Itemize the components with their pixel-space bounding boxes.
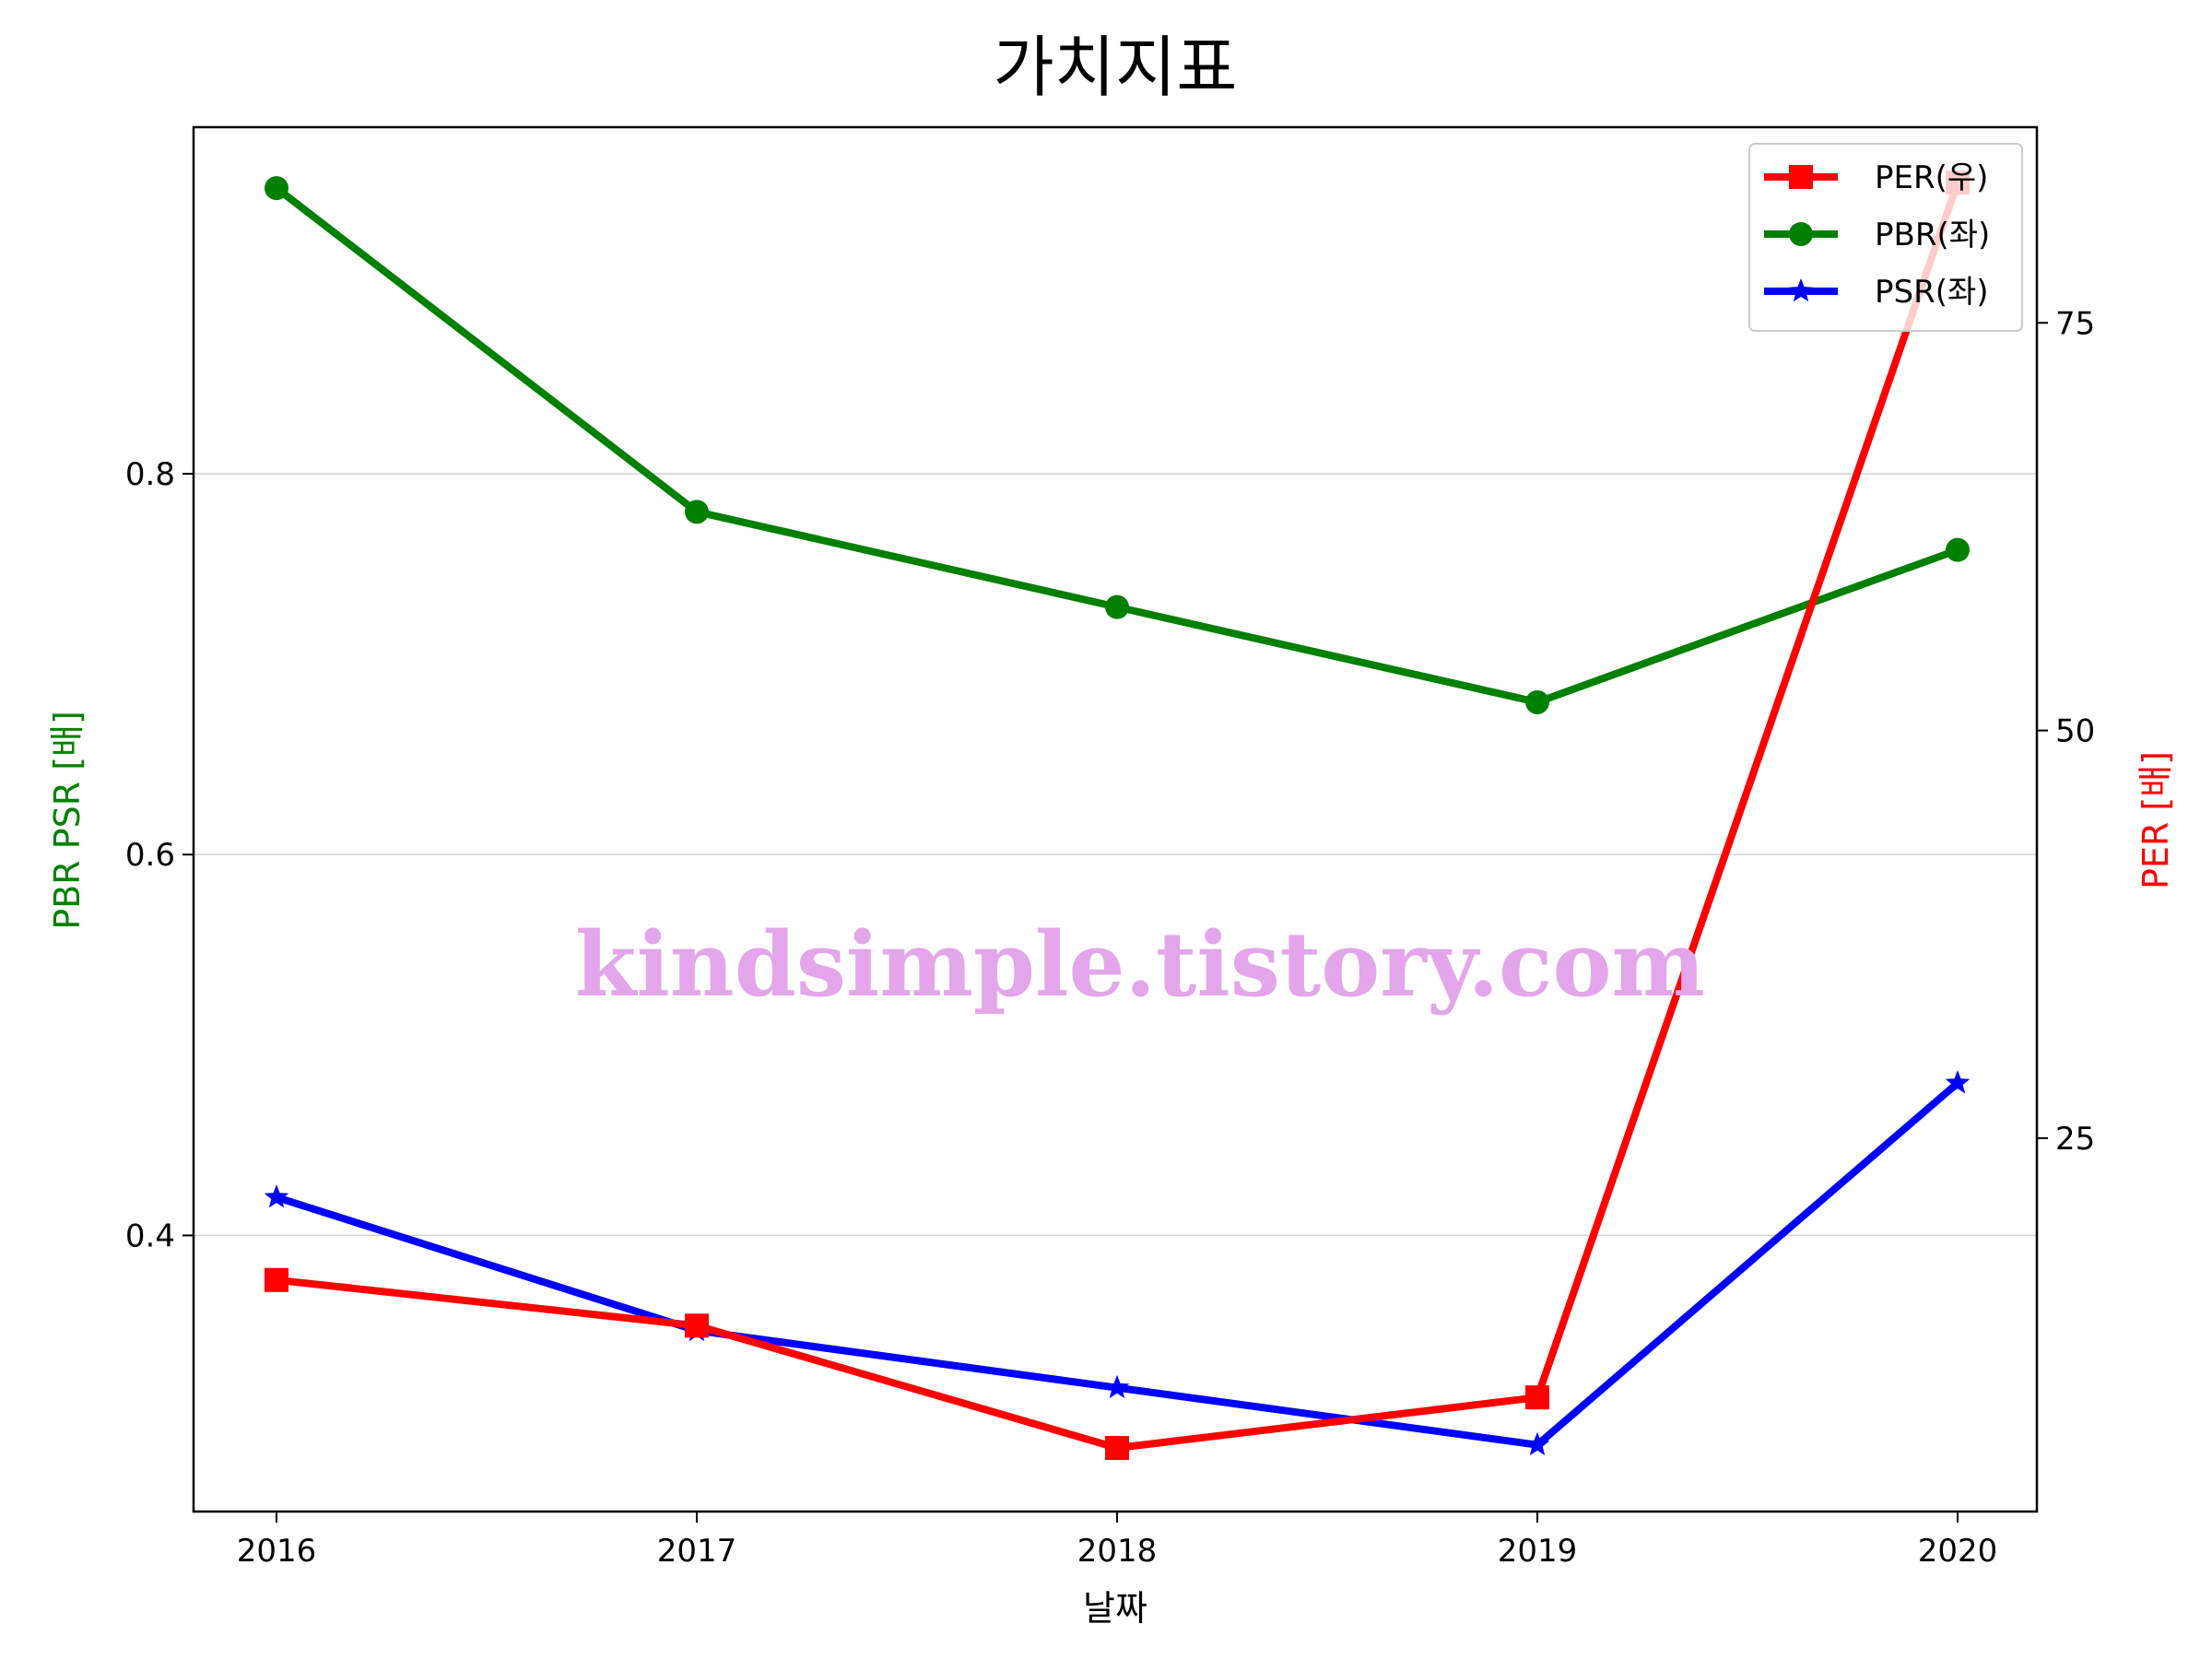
- right-tick-label: 50: [2055, 713, 2095, 750]
- legend-label-per: PER(우): [1875, 159, 1988, 196]
- psr-point: [264, 1184, 289, 1208]
- x-tick-label: 2019: [1498, 1533, 1578, 1570]
- pbr-point: [1525, 689, 1549, 714]
- per-point: [1105, 1436, 1129, 1461]
- pbr-point: [685, 500, 709, 524]
- axis-ticks: 0.4 0.6 0.8 25 50 75 2016 2017 2018 2019 2020: [125, 305, 2095, 1570]
- left-tick-label: 0.8: [125, 456, 175, 493]
- right-axis-label: PER [배]: [2136, 751, 2176, 889]
- x-axis-label: 날짜: [1083, 1588, 1147, 1629]
- watermark: kindsimple.tistory.com: [575, 912, 1705, 1017]
- series-layer: [264, 171, 1971, 1461]
- left-tick-label: 0.6: [125, 837, 175, 874]
- per-point: [685, 1313, 709, 1338]
- per-point: [265, 1267, 288, 1292]
- legend-label-psr: PSR(좌): [1875, 274, 1989, 311]
- right-tick-label: 25: [2055, 1121, 2095, 1158]
- pbr-point: [1946, 537, 1970, 562]
- left-axis-label: PBR PSR [배]: [47, 711, 88, 930]
- left-tick-label: 0.4: [125, 1218, 175, 1254]
- chart-title: 가치지표: [994, 29, 1238, 106]
- x-tick-label: 2020: [1918, 1533, 1998, 1570]
- psr-point: [1945, 1070, 1971, 1094]
- pbr-point: [265, 176, 288, 201]
- psr-point: [1524, 1431, 1550, 1455]
- per-series-line: [276, 181, 1961, 1452]
- psr-point: [1104, 1374, 1130, 1398]
- legend-marker-pbr: [1789, 222, 1813, 246]
- x-tick-label: 2017: [657, 1533, 737, 1570]
- pbr-series-line: [274, 184, 1959, 706]
- per-point: [1525, 1385, 1549, 1410]
- grid-lines: [194, 473, 2037, 1237]
- x-tick-label: 2016: [237, 1533, 317, 1570]
- legend-marker-psr: [1788, 278, 1814, 302]
- legend-label-pbr: PBR(좌): [1875, 217, 1990, 253]
- x-tick-label: 2018: [1077, 1533, 1158, 1570]
- legend-box: [1748, 143, 2023, 332]
- pbr-point: [1105, 594, 1129, 619]
- legend-marker-per: [1789, 165, 1813, 189]
- legend: PER(우) PBR(좌) PSR(좌): [1748, 143, 2023, 332]
- plot-frame: [192, 125, 2039, 1513]
- right-tick-label: 75: [2055, 305, 2095, 342]
